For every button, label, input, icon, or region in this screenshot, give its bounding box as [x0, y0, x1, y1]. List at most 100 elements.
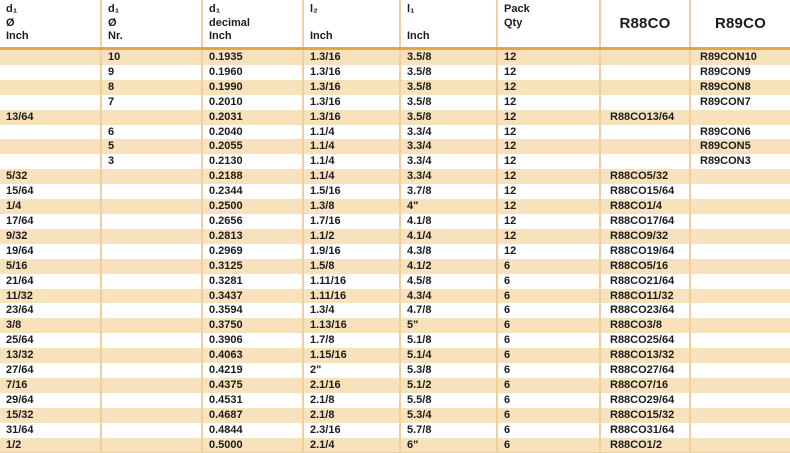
table-cell-r89co — [689, 273, 790, 289]
table-cell-l2-inch: 1.5/8 — [302, 258, 400, 274]
table-cell-r88co: R88CO13/64 — [599, 109, 690, 125]
table-cell-d1-nr — [100, 213, 202, 229]
table-cell-d1-decimal: 0.2055 — [201, 139, 303, 155]
table-cell-l1-inch: 4.1/4 — [399, 228, 497, 244]
table-cell-d1-inch: 27/64 — [6, 364, 34, 377]
table-row: 10 0.1935 1.3/16 3.5/8 12 R89CON10 — [0, 48, 790, 65]
table-cell-r89co — [689, 288, 790, 304]
table-cell-d1-decimal: 0.2656 — [201, 213, 303, 229]
table-cell-r89co — [689, 243, 790, 259]
table-cell-d1-decimal: 0.2813 — [201, 228, 303, 244]
table-cell-l1-inch: 4.1/8 — [399, 213, 497, 229]
table-cell-pack-qty: 6 — [496, 318, 600, 334]
table-cell-l1-inch: 4.3/8 — [399, 243, 497, 259]
table-cell-l1-inch: 5.3/4 — [399, 407, 497, 423]
table-cell-d1-inch — [0, 95, 101, 110]
table-cell-l2-inch: 1.3/16 — [302, 109, 400, 125]
table-cell-l2-inch: 1.1/2 — [302, 228, 400, 244]
table-cell-d1-inch: 7/16 — [6, 378, 28, 391]
table-cell-r89co — [689, 422, 790, 438]
table-cell-l1-inch: 3.3/4 — [399, 139, 497, 155]
table-cell-r88co: R88CO13/32 — [599, 348, 690, 364]
header-row: d₁ Ø Inch d₁ Ø Nr. d₁ decimal Inch l₂ In… — [0, 0, 790, 50]
table-cell-d1-inch: 23/64 — [6, 304, 34, 317]
table-cell-d1-inch: 9/32 — [6, 229, 28, 242]
table-cell-d1-inch — [0, 65, 101, 80]
table-cell-d1-nr: 8 — [100, 79, 202, 95]
table-cell-pack-qty: 12 — [496, 48, 600, 65]
table-cell-d1-decimal: 0.2040 — [201, 124, 303, 140]
table-cell-l1-inch: 5.1/4 — [399, 348, 497, 364]
table-cell-d1-nr — [100, 422, 202, 438]
header-line: decimal — [209, 16, 250, 29]
table-cell-l1-inch: 3.5/8 — [399, 64, 497, 80]
table-cell-d1-nr — [100, 243, 202, 259]
table-cell-pack-qty: 12 — [496, 154, 600, 170]
table-cell-l2-inch: 2.1/8 — [302, 392, 400, 408]
table-cell-d1-decimal: 0.1935 — [201, 48, 303, 65]
table-cell-d1-inch: 19/64 — [6, 244, 34, 257]
table-cell-d1-nr — [100, 377, 202, 393]
table-cell-l1-inch: 3.5/8 — [399, 79, 497, 95]
header-line: Nr. — [108, 30, 123, 42]
table-cell-r89co — [689, 258, 790, 274]
table-cell-l2-inch: 1.1/4 — [302, 139, 400, 155]
header-line: Inch — [310, 30, 333, 42]
table-cell-d1-decimal: 0.3906 — [201, 333, 303, 349]
table-cell-l1-inch: 5.5/8 — [399, 392, 497, 408]
column-header-l1-inch: l₁ Inch — [399, 0, 497, 50]
header-line — [407, 17, 496, 31]
table-cell-d1-nr — [100, 288, 202, 304]
table-cell-d1-nr — [100, 333, 202, 349]
table-cell-l2-inch: 2.3/16 — [302, 422, 400, 438]
table-cell-r89co — [689, 199, 790, 214]
table-cell-pack-qty: 12 — [496, 184, 600, 200]
table-cell-pack-qty: 6 — [496, 407, 600, 423]
table-cell-pack-qty: 6 — [496, 392, 600, 408]
column-header-l2-inch: l₂ Inch — [302, 0, 400, 50]
table-cell-l1-inch: 3.7/8 — [399, 184, 497, 200]
column-header-d1-inch: d₁ Ø Inch — [0, 0, 101, 50]
table-cell-d1-inch: 25/64 — [6, 334, 34, 347]
table-row: 3 0.2130 1.1/4 3.3/4 12 R89CON3 — [0, 154, 790, 170]
table-row: 15/32 0.4687 2.1/8 5.3/4 6 R88CO15/32 — [0, 407, 790, 423]
table-cell-r88co: R88CO7/16 — [599, 377, 690, 393]
table-cell-pack-qty: 12 — [496, 199, 600, 214]
table-cell-l2-inch: 1.3/16 — [302, 64, 400, 80]
table-cell-l2-inch: 1.3/4 — [302, 303, 400, 319]
column-header-r88co: R88CO — [599, 0, 690, 50]
table-cell-r89co — [689, 303, 790, 319]
table-row: 7 0.2010 1.3/16 3.5/8 12 R89CON7 — [0, 94, 790, 110]
table-cell-d1-decimal: 0.2344 — [201, 184, 303, 200]
table-cell-d1-nr — [100, 318, 202, 334]
header-line: l₁ — [407, 3, 415, 15]
header-line: d₁ — [6, 3, 18, 15]
table-cell-d1-decimal: 0.2031 — [201, 109, 303, 125]
table-cell-l2-inch: 1.1/4 — [302, 124, 400, 140]
table-cell-pack-qty: 6 — [496, 377, 600, 393]
table-cell-d1-nr — [100, 258, 202, 274]
table-cell-l1-inch: 3.3/4 — [399, 154, 497, 170]
table-cell-l2-inch: 1.11/16 — [302, 288, 400, 304]
header-line: Pack — [504, 3, 530, 15]
table-cell-pack-qty: 6 — [496, 348, 600, 364]
table-cell-l1-inch: 3.5/8 — [399, 48, 497, 65]
table-cell-l2-inch: 2.1/16 — [302, 377, 400, 393]
table-cell-pack-qty: 6 — [496, 422, 600, 438]
table-cell-d1-nr — [100, 303, 202, 319]
table-row: 5/32 0.2188 1.1/4 3.3/4 12 R88CO5/32 — [0, 169, 790, 185]
table-cell-l1-inch: 3.5/8 — [399, 94, 497, 110]
header-line: Qty — [504, 16, 523, 29]
header-line: Inch — [6, 30, 29, 42]
table-cell-l2-inch: 1.3/16 — [302, 79, 400, 95]
table-cell-r88co: R88CO11/32 — [599, 288, 690, 304]
column-header-d1-nr: d₁ Ø Nr. — [100, 0, 202, 50]
table-cell-d1-nr — [100, 273, 202, 289]
table-row: 6 0.2040 1.1/4 3.3/4 12 R89CON6 — [0, 124, 790, 140]
table-cell-d1-nr: 5 — [100, 139, 202, 155]
table-cell-l1-inch: 4.3/4 — [399, 288, 497, 304]
table-row: 5/16 0.3125 1.5/8 4.1/2 6 R88CO5/16 — [0, 258, 790, 274]
table-cell-d1-inch: 15/32 — [6, 408, 34, 421]
table-cell-l1-inch: 4" — [399, 199, 497, 214]
table-cell-d1-inch — [0, 139, 101, 154]
